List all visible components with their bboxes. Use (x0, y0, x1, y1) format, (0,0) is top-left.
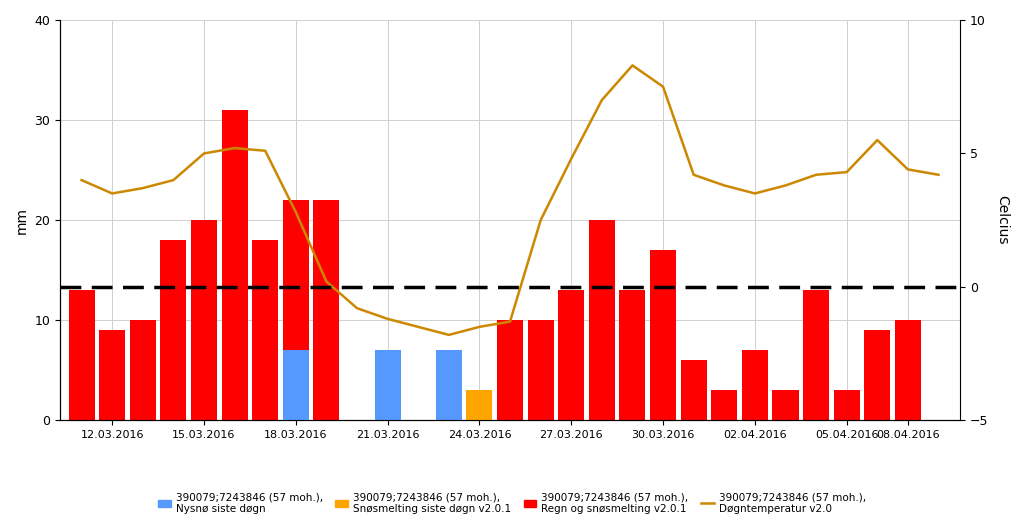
Bar (589, 220, 614, 420)
Bar (283, 350, 309, 420)
Bar (895, 320, 921, 420)
Bar (650, 250, 676, 420)
Bar (620, 290, 645, 420)
Bar (527, 320, 554, 420)
Bar (558, 290, 585, 420)
Bar (741, 350, 768, 420)
Bar (99, 330, 125, 420)
Legend: 390079;7243846 (57 moh.),
Nysnø siste døgn, 390079;7243846 (57 moh.),
Snøsmeltin: 390079;7243846 (57 moh.), Nysnø siste dø… (154, 488, 870, 518)
Bar (375, 350, 400, 420)
Y-axis label: Celcius: Celcius (995, 196, 1009, 245)
Bar (712, 390, 737, 420)
Bar (834, 390, 860, 420)
Bar (252, 240, 279, 420)
Bar (467, 390, 493, 420)
Bar (191, 220, 217, 420)
Bar (681, 360, 707, 420)
Bar (69, 290, 94, 420)
Bar (436, 350, 462, 420)
Bar (283, 200, 309, 420)
Bar (313, 200, 339, 420)
Bar (161, 240, 186, 420)
Bar (221, 110, 248, 420)
Y-axis label: mm: mm (15, 207, 29, 234)
Bar (864, 330, 890, 420)
Bar (772, 390, 799, 420)
Bar (497, 320, 523, 420)
Bar (130, 320, 156, 420)
Bar (803, 290, 829, 420)
